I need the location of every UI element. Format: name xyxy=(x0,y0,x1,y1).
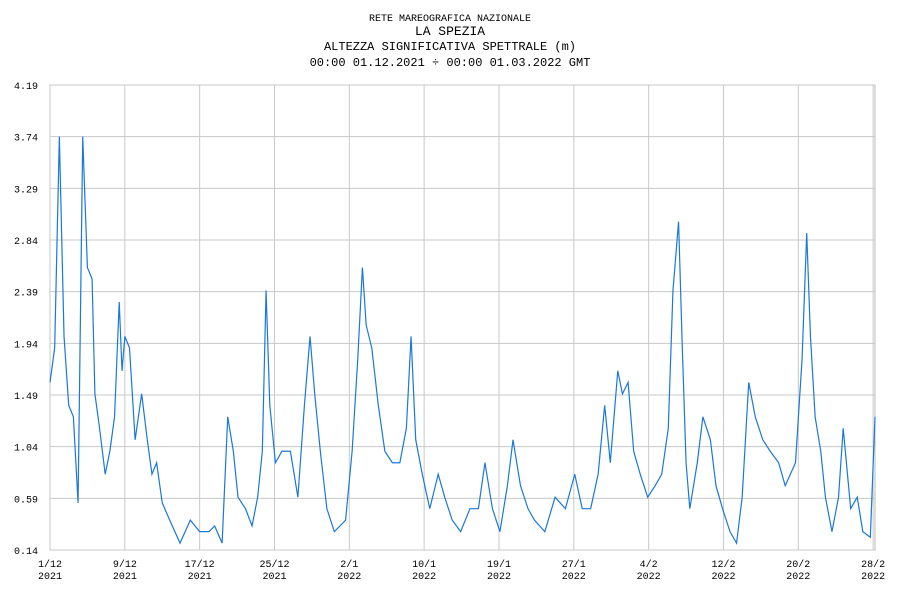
x-tick-label-line: 2022 xyxy=(786,572,810,583)
x-tick-label: 17/12 2021 xyxy=(185,559,215,583)
x-tick-label-line: 1/12 xyxy=(38,559,62,571)
x-tick-label: 19/1 2022 xyxy=(487,559,511,583)
x-tick-label-line: 17/12 xyxy=(185,559,215,571)
x-tick-label: 27/1 2022 xyxy=(562,559,586,583)
y-tick-label: 4.19 xyxy=(14,82,38,93)
x-tick-label-line: 2022 xyxy=(637,572,661,583)
y-tick-label: 1.94 xyxy=(14,340,38,351)
x-tick-label-line: 2022 xyxy=(562,572,586,583)
y-tick-label: 2.84 xyxy=(14,237,38,248)
x-tick-label-line: 4/2 xyxy=(640,559,658,571)
y-tick-label: 1.04 xyxy=(14,444,38,455)
x-tick-label-line: 10/1 xyxy=(412,559,436,571)
x-tick-label-line: 28/2 xyxy=(861,559,885,571)
x-tick-label: 12/2 2022 xyxy=(711,559,735,583)
x-tick-label: 9/12 2021 xyxy=(113,559,137,583)
x-tick-label: 10/1 2022 xyxy=(412,559,436,583)
x-tick-label: 20/2 2022 xyxy=(786,559,810,583)
y-tick-label: 3.74 xyxy=(14,134,38,145)
y-tick-label: 2.39 xyxy=(14,289,38,300)
period: 00:00 01.12.2021 ÷ 00:00 01.03.2022 GMT xyxy=(310,56,591,70)
y-tick-label: 0.14 xyxy=(14,547,38,558)
x-tick-label-line: 25/12 xyxy=(259,559,289,571)
x-tick-label: 2/1 2022 xyxy=(337,559,361,583)
x-tick-label-line: 27/1 xyxy=(562,559,586,571)
x-tick-label-line: 12/2 xyxy=(711,559,735,571)
y-tick-label: 0.59 xyxy=(14,495,38,506)
x-tick-label-line: 2022 xyxy=(487,572,511,583)
x-tick-label-line: 2021 xyxy=(188,572,212,583)
x-tick-label: 28/2 2022 xyxy=(861,559,885,583)
chart-title: RETE MAREOGRAFICA NAZIONALE xyxy=(369,14,531,25)
x-tick-label: 25/12 2021 xyxy=(259,559,289,583)
x-tick-label-line: 19/1 xyxy=(487,559,511,571)
x-tick-label-line: 2022 xyxy=(412,572,436,583)
x-tick-label: 4/2 2022 xyxy=(637,559,661,583)
x-tick-label-line: 2021 xyxy=(38,572,62,583)
chart-subtitle: LA SPEZIA xyxy=(415,24,485,39)
x-tick-label-line: 9/12 xyxy=(113,559,137,571)
plot-area xyxy=(49,84,876,551)
y-axis-label: ALTEZZA SIGNIFICATIVA SPETTRALE (m) xyxy=(324,40,576,54)
x-tick-label-line: 2021 xyxy=(262,572,286,583)
data-line xyxy=(49,136,876,545)
x-tick-label-line: 20/2 xyxy=(786,559,810,571)
y-tick-label: 1.49 xyxy=(14,392,38,403)
x-tick-label-line: 2/1 xyxy=(340,559,358,571)
x-tick-label-line: 2021 xyxy=(113,572,137,583)
x-tick-label-line: 2022 xyxy=(711,572,735,583)
y-tick-label: 3.29 xyxy=(14,185,38,196)
x-tick-label: 1/12 2021 xyxy=(38,559,62,583)
x-tick-label-line: 2022 xyxy=(861,572,885,583)
x-tick-label-line: 2022 xyxy=(337,572,361,583)
